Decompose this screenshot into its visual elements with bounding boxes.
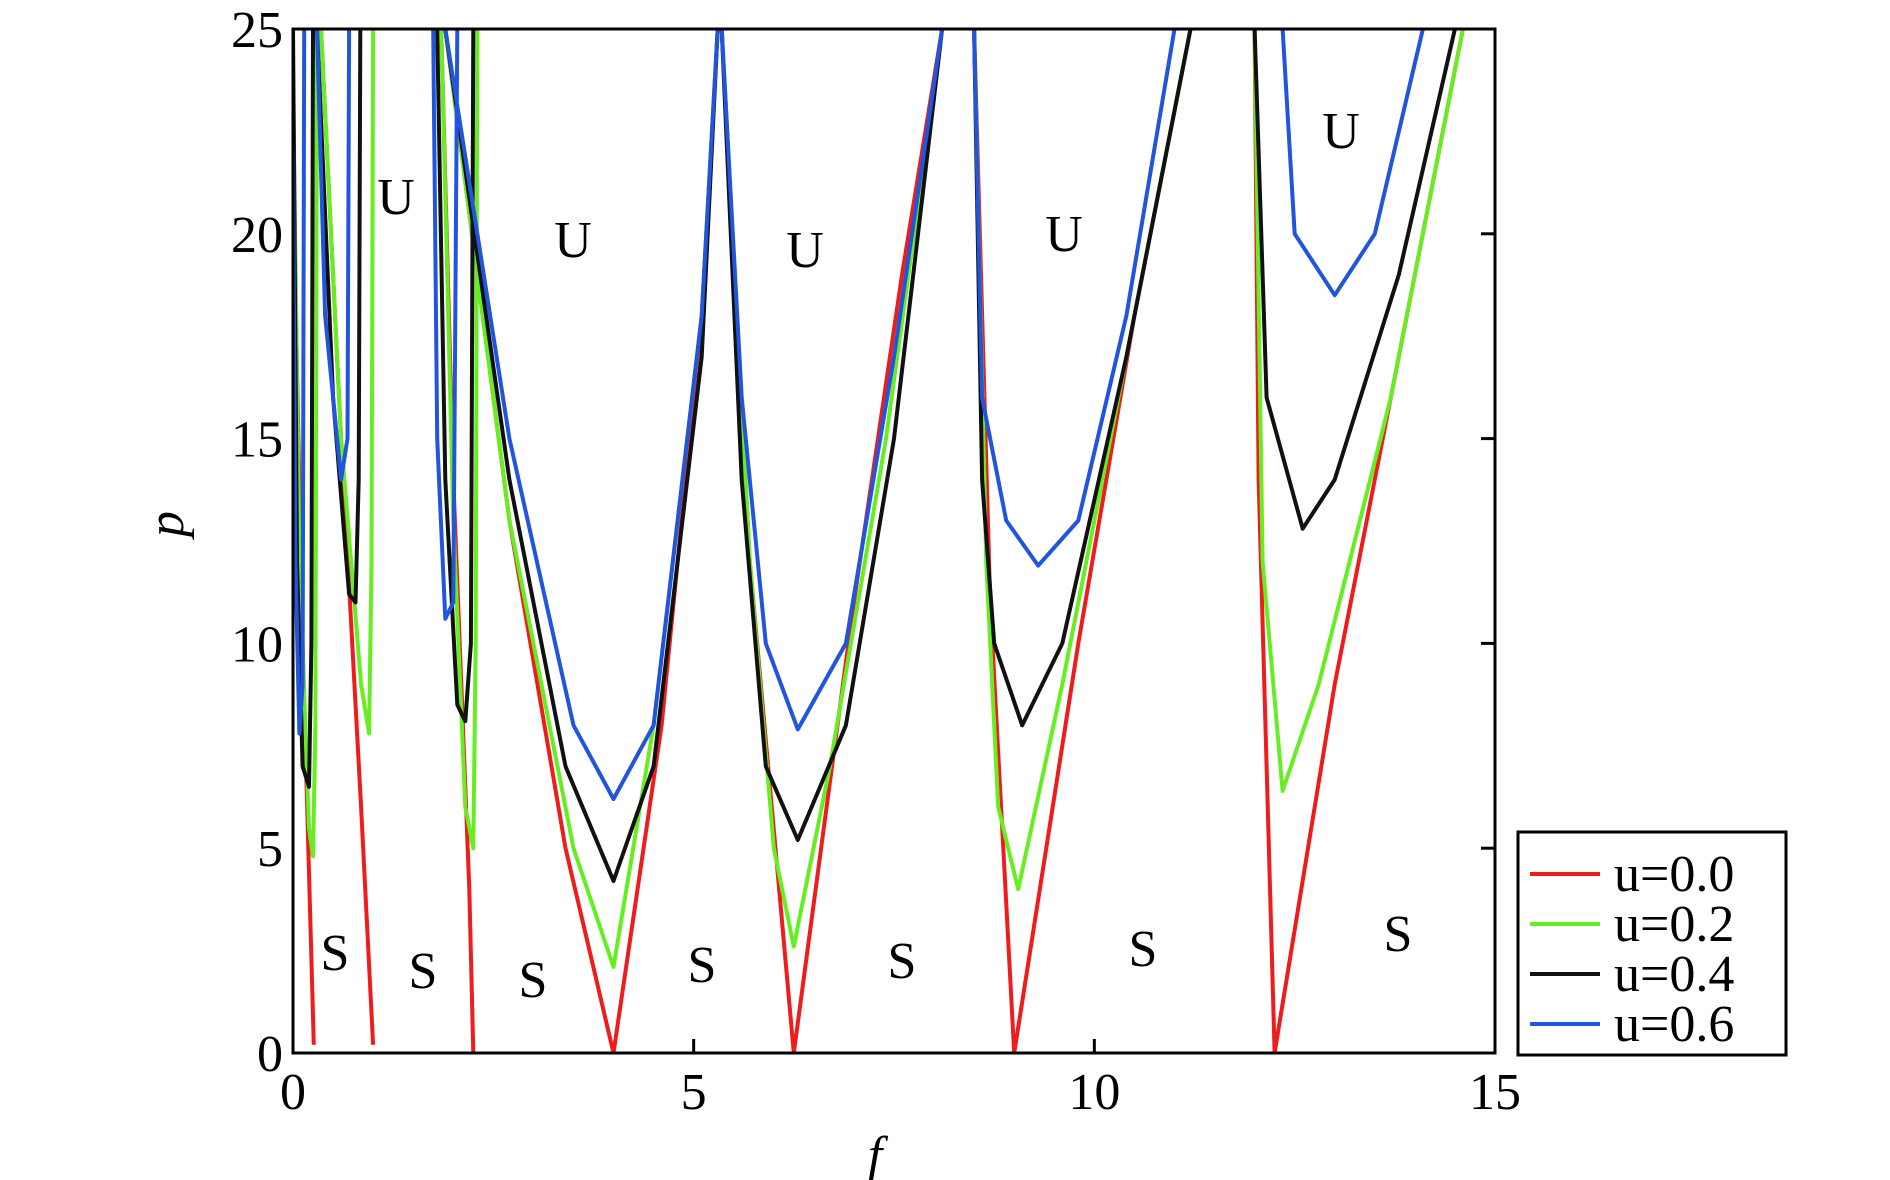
legend-label: u=0.2: [1614, 896, 1734, 953]
y-tick-label: 25: [231, 2, 283, 59]
region-label: S: [888, 933, 917, 990]
series-line: [293, 29, 1465, 969]
region-label: U: [1322, 103, 1360, 160]
region-label: S: [1129, 921, 1158, 978]
y-tick-label: 20: [231, 207, 283, 264]
x-tick-label: 15: [1469, 1064, 1521, 1121]
y-axis-label: p: [138, 511, 195, 541]
region-label: S: [409, 943, 438, 1000]
region-label: U: [377, 169, 415, 226]
region-label: U: [786, 222, 824, 279]
region-label: U: [554, 212, 592, 269]
region-label: S: [519, 952, 548, 1009]
series-line: [293, 29, 1457, 883]
x-tick-label: 0: [280, 1064, 306, 1121]
region-label: U: [1045, 206, 1083, 263]
legend-box: [1516, 830, 1788, 1057]
legend-label: u=0.4: [1614, 946, 1734, 1003]
legend-label: u=0.0: [1614, 846, 1734, 903]
x-tick-label: 10: [1068, 1064, 1120, 1121]
x-axis-label: f: [868, 1127, 889, 1180]
legend-label: u=0.6: [1614, 996, 1734, 1053]
region-label: S: [1384, 906, 1413, 963]
y-tick-label: 5: [257, 821, 283, 878]
region-label: S: [688, 937, 717, 994]
series-line: [293, 29, 1425, 801]
y-tick-label: 10: [231, 616, 283, 673]
y-tick-label: 15: [231, 412, 283, 469]
region-label: S: [321, 925, 350, 982]
x-tick-label: 5: [681, 1064, 707, 1121]
plot-area: [293, 29, 1465, 1053]
y-tick-label: 0: [257, 1026, 283, 1083]
plot-frame: [291, 27, 1497, 1055]
